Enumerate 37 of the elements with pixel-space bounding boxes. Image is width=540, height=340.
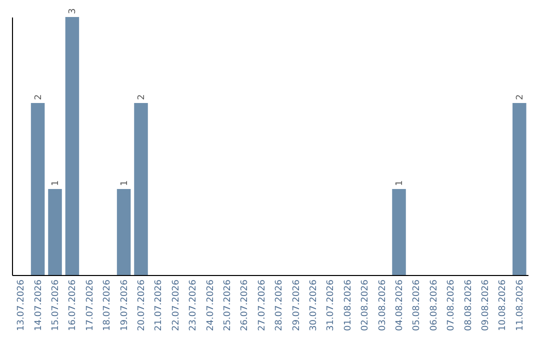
x-tick-label: 16.07.2026 (68, 279, 78, 332)
x-tick-label: 23.07.2026 (188, 279, 199, 332)
data-label: 1 (51, 180, 61, 186)
x-tick-label: 09.08.2026 (481, 279, 491, 332)
x-tick-label: 07.08.2026 (446, 279, 457, 332)
x-tick-label: 08.08.2026 (464, 279, 474, 332)
x-tick-label: 31.07.2026 (326, 279, 336, 332)
x-tick-label: 05.08.2026 (412, 279, 422, 332)
data-label: 2 (137, 94, 147, 100)
data-label: 1 (395, 180, 405, 186)
x-tick-label: 25.07.2026 (223, 279, 233, 332)
x-tick-label: 14.07.2026 (34, 279, 44, 332)
x-tick-label: 28.07.2026 (274, 279, 285, 332)
x-tick-label: 27.07.2026 (257, 279, 268, 332)
x-tick-label: 26.07.2026 (240, 279, 250, 332)
data-label: 3 (68, 8, 78, 14)
data-label: 1 (120, 180, 130, 186)
data-label: 2 (34, 94, 44, 100)
x-tick-label: 24.07.2026 (206, 279, 216, 332)
x-tick-label: 21.07.2026 (154, 279, 164, 332)
x-tick-label: 17.07.2026 (85, 279, 96, 332)
x-tick-label: 15.07.2026 (51, 279, 61, 332)
x-tick-label: 10.08.2026 (498, 279, 508, 332)
x-tick-label: 03.08.2026 (378, 279, 388, 332)
x-tick-label: 30.07.2026 (309, 279, 319, 332)
data-label: 2 (515, 94, 526, 100)
x-tick-label: 29.07.2026 (292, 279, 302, 332)
x-tick-label: 19.07.2026 (120, 279, 130, 332)
x-tick-label: 22.07.2026 (171, 279, 182, 332)
x-tick-label: 11.08.2026 (515, 279, 526, 332)
x-tick-label: 18.07.2026 (102, 279, 113, 332)
x-tick-label: 02.08.2026 (360, 279, 371, 332)
x-tick-label: 06.08.2026 (429, 279, 440, 332)
x-tick-label: 13.07.2026 (16, 279, 27, 332)
x-tick-label: 04.08.2026 (395, 279, 405, 332)
x-tick-label: 01.08.2026 (343, 279, 354, 332)
x-tick-label: 20.07.2026 (137, 279, 147, 332)
